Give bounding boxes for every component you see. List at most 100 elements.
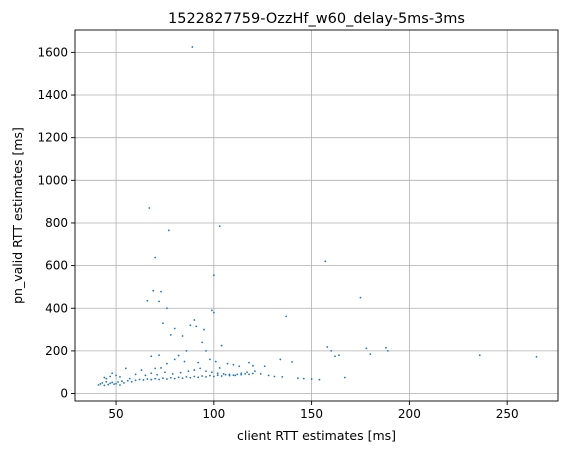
data-point [478, 354, 481, 357]
data-point [119, 384, 121, 386]
data-point [205, 370, 207, 373]
chart-title: 1522827759-OzzHf_w60_delay-5ms-3ms [168, 11, 465, 27]
data-point [103, 376, 106, 379]
data-point [124, 367, 127, 370]
data-point [203, 328, 205, 331]
data-point [359, 296, 362, 299]
data-point [281, 376, 284, 378]
data-point [117, 381, 119, 383]
data-point [343, 376, 346, 379]
data-point [191, 46, 194, 48]
data-point [254, 370, 256, 373]
data-point [162, 322, 164, 325]
data-points [97, 46, 538, 387]
data-point [115, 374, 117, 377]
data-point [122, 381, 125, 384]
data-point [209, 358, 211, 361]
data-point [201, 375, 204, 377]
data-point [166, 307, 168, 310]
data-point [228, 373, 231, 376]
data-point [197, 376, 200, 379]
data-point [171, 373, 174, 375]
data-point [232, 363, 235, 366]
data-point [212, 375, 215, 378]
data-point [177, 376, 180, 379]
data-point [107, 383, 110, 386]
data-point [126, 379, 129, 382]
data-point [195, 325, 198, 328]
x-axis-label: client RTT estimates [ms] [237, 428, 396, 443]
x-tick-label: 150 [300, 407, 323, 421]
data-point [385, 346, 387, 349]
data-point [224, 373, 227, 376]
data-point [267, 374, 270, 377]
data-point [169, 376, 172, 379]
data-point [99, 383, 102, 385]
data-point [273, 375, 276, 378]
axis-ticks: 50 100 150 200 250 0 200 400 600 800 1000 1200 1400 1… [37, 45, 518, 421]
data-point [318, 378, 321, 381]
data-point [369, 353, 372, 355]
data-point [158, 300, 160, 303]
y-tick-label: 1400 [37, 88, 68, 102]
data-point [179, 371, 182, 374]
data-point [259, 373, 262, 375]
data-point [238, 365, 241, 368]
data-point [234, 374, 237, 377]
data-point [140, 369, 143, 371]
data-point [246, 371, 248, 374]
data-point [160, 367, 162, 369]
y-tick-label: 1200 [37, 131, 68, 145]
data-point [214, 360, 217, 363]
data-point [185, 376, 188, 378]
plot-frame [74, 29, 559, 402]
data-point [291, 361, 293, 363]
data-point [285, 315, 288, 318]
data-point [150, 372, 153, 375]
data-point [111, 372, 114, 375]
data-point [209, 374, 211, 377]
y-tick-label: 1000 [37, 173, 68, 187]
x-tick-label: 50 [108, 407, 123, 421]
data-point [330, 349, 333, 352]
data-point [201, 341, 204, 344]
data-point [189, 376, 192, 379]
data-point [297, 377, 299, 380]
data-point [146, 299, 149, 302]
y-tick-label: 800 [45, 216, 68, 230]
data-point [134, 373, 137, 376]
data-point [218, 367, 221, 369]
data-point [103, 384, 106, 387]
data-point [111, 381, 114, 384]
data-point [205, 376, 207, 378]
data-point [232, 374, 235, 377]
y-tick-label: 400 [45, 301, 68, 315]
data-point [212, 274, 215, 277]
data-point [162, 377, 164, 380]
data-point [144, 374, 147, 377]
data-point [113, 383, 116, 386]
data-point [252, 372, 254, 375]
data-point [216, 374, 219, 377]
data-point [334, 355, 336, 358]
data-point [138, 378, 141, 381]
data-point [216, 372, 219, 375]
data-point [154, 256, 157, 259]
data-point [183, 360, 186, 363]
y-tick-label: 600 [45, 259, 68, 273]
data-point [166, 378, 168, 380]
data-point [222, 373, 225, 375]
data-point [134, 379, 137, 382]
data-point [121, 380, 123, 383]
data-point [252, 364, 254, 367]
data-point [324, 260, 327, 263]
data-point [205, 349, 207, 352]
data-point [240, 372, 243, 375]
data-point [109, 375, 112, 378]
data-point [158, 354, 160, 357]
data-point [148, 207, 151, 209]
data-point [158, 378, 160, 381]
data-point [386, 349, 389, 352]
data-point [97, 384, 100, 386]
